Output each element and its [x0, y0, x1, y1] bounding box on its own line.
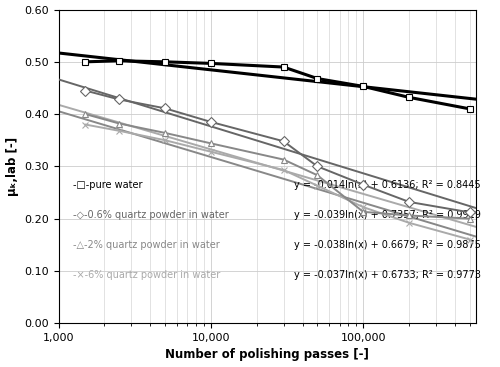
Text: -×-6% quartz powder in water: -×-6% quartz powder in water [73, 269, 221, 280]
Text: y = -0.039ln(x) + 0.7357; R² = 0.9919: y = -0.039ln(x) + 0.7357; R² = 0.9919 [294, 210, 482, 220]
Text: -◇-0.6% quartz powder in water: -◇-0.6% quartz powder in water [73, 210, 229, 220]
Text: y = -0.014ln(x) + 0.6136; R² = 0.8445: y = -0.014ln(x) + 0.6136; R² = 0.8445 [294, 180, 481, 190]
Text: y = -0.037ln(x) + 0.6733; R² = 0.9773: y = -0.037ln(x) + 0.6733; R² = 0.9773 [294, 269, 482, 280]
Y-axis label: μₖ,lab [-]: μₖ,lab [-] [6, 137, 18, 196]
Text: y = -0.038ln(x) + 0.6679; R² = 0.9875: y = -0.038ln(x) + 0.6679; R² = 0.9875 [294, 240, 482, 250]
Text: -△-2% quartz powder in water: -△-2% quartz powder in water [73, 240, 220, 250]
X-axis label: Number of polishing passes [-]: Number of polishing passes [-] [166, 348, 369, 361]
Text: -□-pure water: -□-pure water [73, 180, 142, 190]
